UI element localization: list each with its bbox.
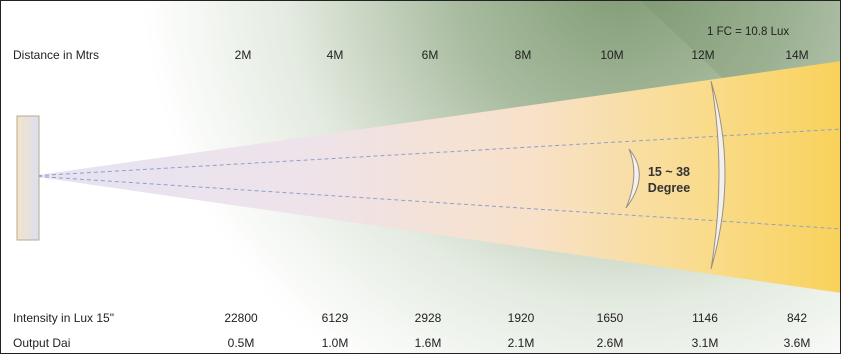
intensity-value: 842 (786, 311, 808, 325)
conversion-note: 1 FC = 10.8 Lux (707, 26, 790, 38)
small-angle-arc (625, 148, 640, 209)
intensity-value: 2928 (414, 311, 442, 325)
beam-angle-range: 15 ~ 38 (647, 165, 691, 179)
beam-angle-label: 15 ~ 38 Degree (648, 164, 690, 196)
beam-angle-unit: Degree (647, 181, 691, 195)
output-row-label: Output Dai (13, 336, 71, 350)
beam-angle-line-lower (30, 175, 840, 230)
distance-value: 8M (514, 48, 532, 62)
distance-value: 10M (600, 48, 624, 62)
light-beam (31, 61, 840, 293)
output-value: 3.6M (783, 336, 811, 350)
distance-value: 14M (785, 48, 809, 62)
large-angle-arc (710, 80, 726, 270)
beam-angle-line-upper (30, 128, 840, 177)
distance-row-label: Distance in Mtrs (13, 48, 100, 62)
output-value: 3.1M (691, 336, 719, 350)
output-value: 1.6M (414, 336, 442, 350)
output-value: 1.0M (321, 336, 349, 350)
intensity-value: 1920 (507, 311, 535, 325)
intensity-value: 22800 (224, 311, 258, 325)
output-value: 2.6M (596, 336, 624, 350)
output-value: 0.5M (227, 336, 255, 350)
intensity-row-label: Intensity in Lux 15" (13, 311, 114, 325)
intensity-value: 1146 (692, 311, 718, 325)
intensity-value: 1650 (596, 311, 624, 325)
intensity-value: 6129 (321, 311, 349, 325)
distance-value: 6M (421, 48, 439, 62)
light-fixture (16, 115, 40, 241)
distance-value: 4M (326, 48, 344, 62)
distance-value: 2M (234, 48, 252, 62)
distance-value: 12M (691, 48, 715, 62)
output-value: 2.1M (507, 336, 535, 350)
